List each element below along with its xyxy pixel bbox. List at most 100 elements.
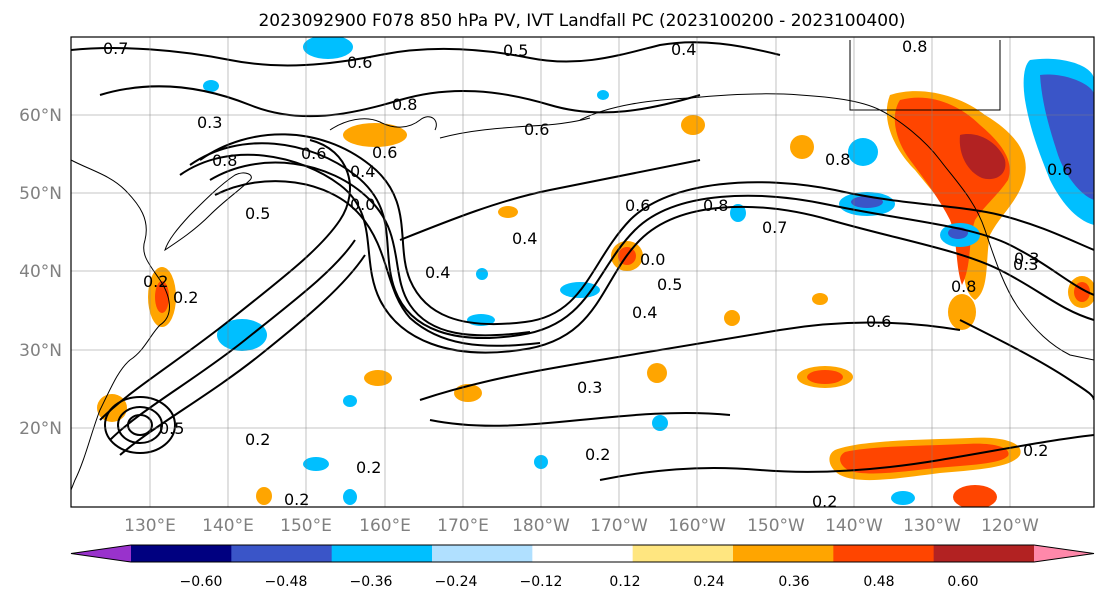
- colorbar-segment: [532, 545, 634, 562]
- contour-label: 0.8: [825, 150, 850, 169]
- contour-main-jet-4: [209, 161, 531, 337]
- lon-label: 150°E: [280, 516, 332, 536]
- contour-north-1: [71, 41, 781, 67]
- contour-label: 0.8: [703, 196, 728, 215]
- contour-label: 0.7: [762, 218, 787, 237]
- contour-north-2: [99, 85, 701, 118]
- contour-label: 0.4: [632, 303, 657, 322]
- contour-south-1: [429, 411, 731, 427]
- contour-east: [959, 319, 1094, 401]
- colorbar-tick-label: 0.48: [863, 574, 894, 590]
- contour-label: 0.2: [1023, 441, 1048, 460]
- lon-label: 130°E: [124, 516, 176, 536]
- contour-main-jet-3: [199, 133, 1094, 326]
- contour-label: 0.2: [585, 445, 610, 464]
- lon-label: 140°E: [202, 516, 254, 536]
- contour-label: 0.3: [1013, 255, 1038, 274]
- graticule: [71, 37, 1094, 507]
- contour-label: 0.6: [372, 143, 397, 162]
- lon-label: 150°W: [747, 516, 805, 536]
- colorbar-tick-label: −0.36: [350, 574, 393, 590]
- contour-label: 0.8: [902, 37, 927, 56]
- lat-label: 20°N: [19, 419, 62, 439]
- contour-label: 0.5: [245, 204, 270, 223]
- contour-label: 0.2: [143, 272, 168, 291]
- lat-label: 60°N: [19, 106, 62, 126]
- contour-label: 0.2: [812, 492, 837, 511]
- colorbar-segment: [1034, 545, 1094, 562]
- contour-label: 0.4: [512, 229, 537, 248]
- lat-label: 40°N: [19, 262, 62, 282]
- contour-label: 0.5: [159, 419, 184, 438]
- contour-label: 0.3: [1014, 249, 1039, 268]
- latitude-labels: 60°N 50°N 40°N 30°N 20°N: [19, 106, 62, 439]
- contour-label: 0.2: [173, 288, 198, 307]
- colorbar-segment: [733, 545, 834, 562]
- aleutian-islands: [439, 117, 591, 139]
- lon-label: 180°W: [512, 516, 570, 536]
- lat-label: 50°N: [19, 184, 62, 204]
- contour-label: 0.8: [951, 277, 976, 296]
- contour-southwest-2: [109, 239, 356, 441]
- lon-label: 170°W: [590, 516, 648, 536]
- contour-label: 0.2: [245, 430, 270, 449]
- colorbar-segment: [131, 545, 232, 562]
- colorbar-tick-label: −0.48: [265, 574, 308, 590]
- colorbar: −0.60 −0.48 −0.36 −0.24 −0.12 0.12 0.24 …: [70, 544, 1095, 590]
- colorbar-segment: [632, 545, 734, 562]
- contour-label: 0.4: [671, 40, 696, 59]
- contour-cyclone-outer: [104, 396, 176, 454]
- lat-label: 30°N: [19, 341, 62, 361]
- colorbar-tick-label: 0.36: [778, 574, 809, 590]
- contour-label: 0.0: [350, 195, 375, 214]
- contour-label: 0.6: [866, 312, 891, 331]
- colorbar-segment: [71, 545, 131, 562]
- colorbar-tick-label: −0.60: [180, 574, 223, 590]
- contour-label: 0.8: [392, 95, 417, 114]
- asia-coastline: [71, 159, 170, 491]
- colorbar-segment: [331, 545, 433, 562]
- colorbar-tick-label: 0.24: [693, 574, 724, 590]
- colorbar-segments: [71, 545, 1094, 562]
- japan-coastline: [164, 172, 252, 252]
- contour-cyclone-mid: [117, 406, 163, 444]
- map-title: 2023092900 F078 850 hPa PV, IVT Landfall…: [258, 11, 905, 31]
- colorbar-tick-label: 0.12: [609, 574, 640, 590]
- lon-label: 160°W: [668, 516, 726, 536]
- contour-mid-pacific-2: [419, 321, 961, 401]
- pv-contours: [71, 41, 1094, 481]
- contour-mid-pacific-1: [399, 159, 701, 241]
- contour-label: 0.6: [1047, 160, 1072, 179]
- contour-label: 0.0: [640, 250, 665, 269]
- contour-labels: 0.7 0.6 0.3 0.6 0.5 0.4 0.8 0.6 0.3 0.8 …: [103, 37, 1072, 511]
- contour-label: 0.4: [425, 263, 450, 282]
- colorbar-tick-labels: −0.60 −0.48 −0.36 −0.24 −0.12 0.12 0.24 …: [180, 574, 979, 590]
- contour-southwest-1: [99, 139, 351, 421]
- contour-cyclone-inner: [127, 414, 153, 436]
- contour-label: 0.3: [577, 378, 602, 397]
- contour-south-2: [599, 434, 1094, 481]
- contour-label: 0.8: [212, 151, 237, 170]
- lon-label: 140°W: [825, 516, 883, 536]
- kamchatka-coastline: [329, 116, 437, 131]
- colorbar-tick-label: 0.60: [947, 574, 978, 590]
- lon-label: 170°E: [437, 516, 489, 536]
- contour-label: 0.2: [284, 490, 309, 509]
- contour-label: 0.6: [301, 144, 326, 163]
- colorbar-segment: [933, 545, 1035, 562]
- contour-label: 0.5: [503, 41, 528, 60]
- lon-label: 120°W: [981, 516, 1039, 536]
- contour-label: 0.6: [347, 53, 372, 72]
- colorbar-segment: [833, 545, 935, 562]
- lon-label: 160°E: [359, 516, 411, 536]
- contour-main-jet-2: [189, 142, 1094, 339]
- north-america-border: [849, 40, 1001, 111]
- contour-label: 0.4: [350, 162, 375, 181]
- contour-label: 0.7: [103, 39, 128, 58]
- contour-label: 0.6: [625, 196, 650, 215]
- contour-main-jet-5: [214, 180, 541, 347]
- colorbar-tick-label: −0.12: [520, 574, 563, 590]
- lon-label: 130°W: [903, 516, 961, 536]
- colorbar-segment: [231, 545, 333, 562]
